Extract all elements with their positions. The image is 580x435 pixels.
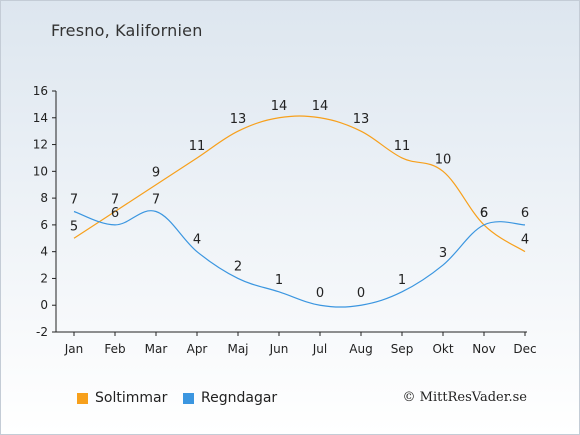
series-line-regndagar (73, 210, 526, 308)
x-tick-label: Sep (391, 342, 414, 356)
data-label-soltimmar: 9 (152, 166, 160, 181)
data-label-soltimmar: 13 (230, 112, 247, 127)
chart-title: Fresno, Kalifornien (51, 21, 203, 40)
x-tick-label: Okt (432, 342, 453, 356)
data-label-regndagar: 1 (398, 273, 406, 288)
y-tick-label: 2 (40, 271, 48, 285)
data-label-soltimmar: 14 (312, 99, 329, 114)
x-tick-label: Nov (472, 342, 495, 356)
y-tick-label: 10 (33, 164, 48, 178)
x-tick-label: Jul (312, 342, 327, 356)
y-tick-label: 16 (33, 84, 48, 98)
x-tick-label: Jun (269, 342, 289, 356)
series-line-soltimmar (73, 115, 526, 253)
data-label-soltimmar: 5 (70, 219, 78, 234)
data-label-regndagar: 1 (275, 273, 283, 288)
copyright-text: © MittResVader.se (402, 390, 527, 405)
legend-swatch-soltimmar (77, 392, 88, 404)
data-label-soltimmar: 6 (480, 206, 488, 221)
y-tick-label: 4 (40, 245, 48, 259)
x-tick-label: Dec (513, 342, 536, 356)
legend-label-regndagar: Regndagar (201, 390, 278, 406)
data-label-regndagar: 4 (193, 233, 201, 248)
data-label-regndagar: 6 (521, 206, 529, 221)
data-label-soltimmar: 7 (111, 193, 119, 208)
x-tick-label: Feb (104, 342, 125, 356)
data-label-regndagar: 6 (111, 206, 119, 221)
x-tick-label: Apr (187, 342, 208, 356)
data-label-soltimmar: 13 (353, 112, 370, 127)
data-label-soltimmar: 14 (271, 99, 288, 114)
data-label-soltimmar: 10 (435, 152, 452, 167)
x-tick-label: Mar (145, 342, 168, 356)
data-label-soltimmar: 11 (189, 139, 206, 154)
y-tick-label: 8 (40, 191, 48, 205)
data-label-soltimmar: 11 (394, 139, 411, 154)
legend-label-soltimmar: Soltimmar (95, 390, 168, 406)
x-tick-label: Maj (227, 342, 248, 356)
y-tick-label: 0 (40, 298, 48, 312)
data-label-regndagar: 7 (152, 193, 160, 208)
data-label-soltimmar: 4 (521, 233, 529, 248)
data-label-regndagar: 0 (357, 286, 365, 301)
legend-item-soltimmar: Soltimmar (77, 390, 167, 406)
legend-swatch-regndagar (183, 392, 194, 404)
y-tick-label: 14 (33, 111, 48, 125)
legend-item-regndagar: Regndagar (183, 390, 277, 406)
y-tick-label: 6 (40, 218, 48, 232)
data-label-regndagar: 2 (234, 259, 242, 274)
data-label-regndagar: 7 (70, 193, 78, 208)
data-label-regndagar: 6 (480, 206, 488, 221)
y-tick-label: 12 (33, 138, 48, 152)
x-tick-label: Aug (349, 342, 372, 356)
y-tick-label: -2 (36, 325, 48, 339)
x-tick-label: Jan (64, 342, 84, 356)
data-label-regndagar: 3 (439, 246, 447, 261)
data-label-regndagar: 0 (316, 286, 324, 301)
